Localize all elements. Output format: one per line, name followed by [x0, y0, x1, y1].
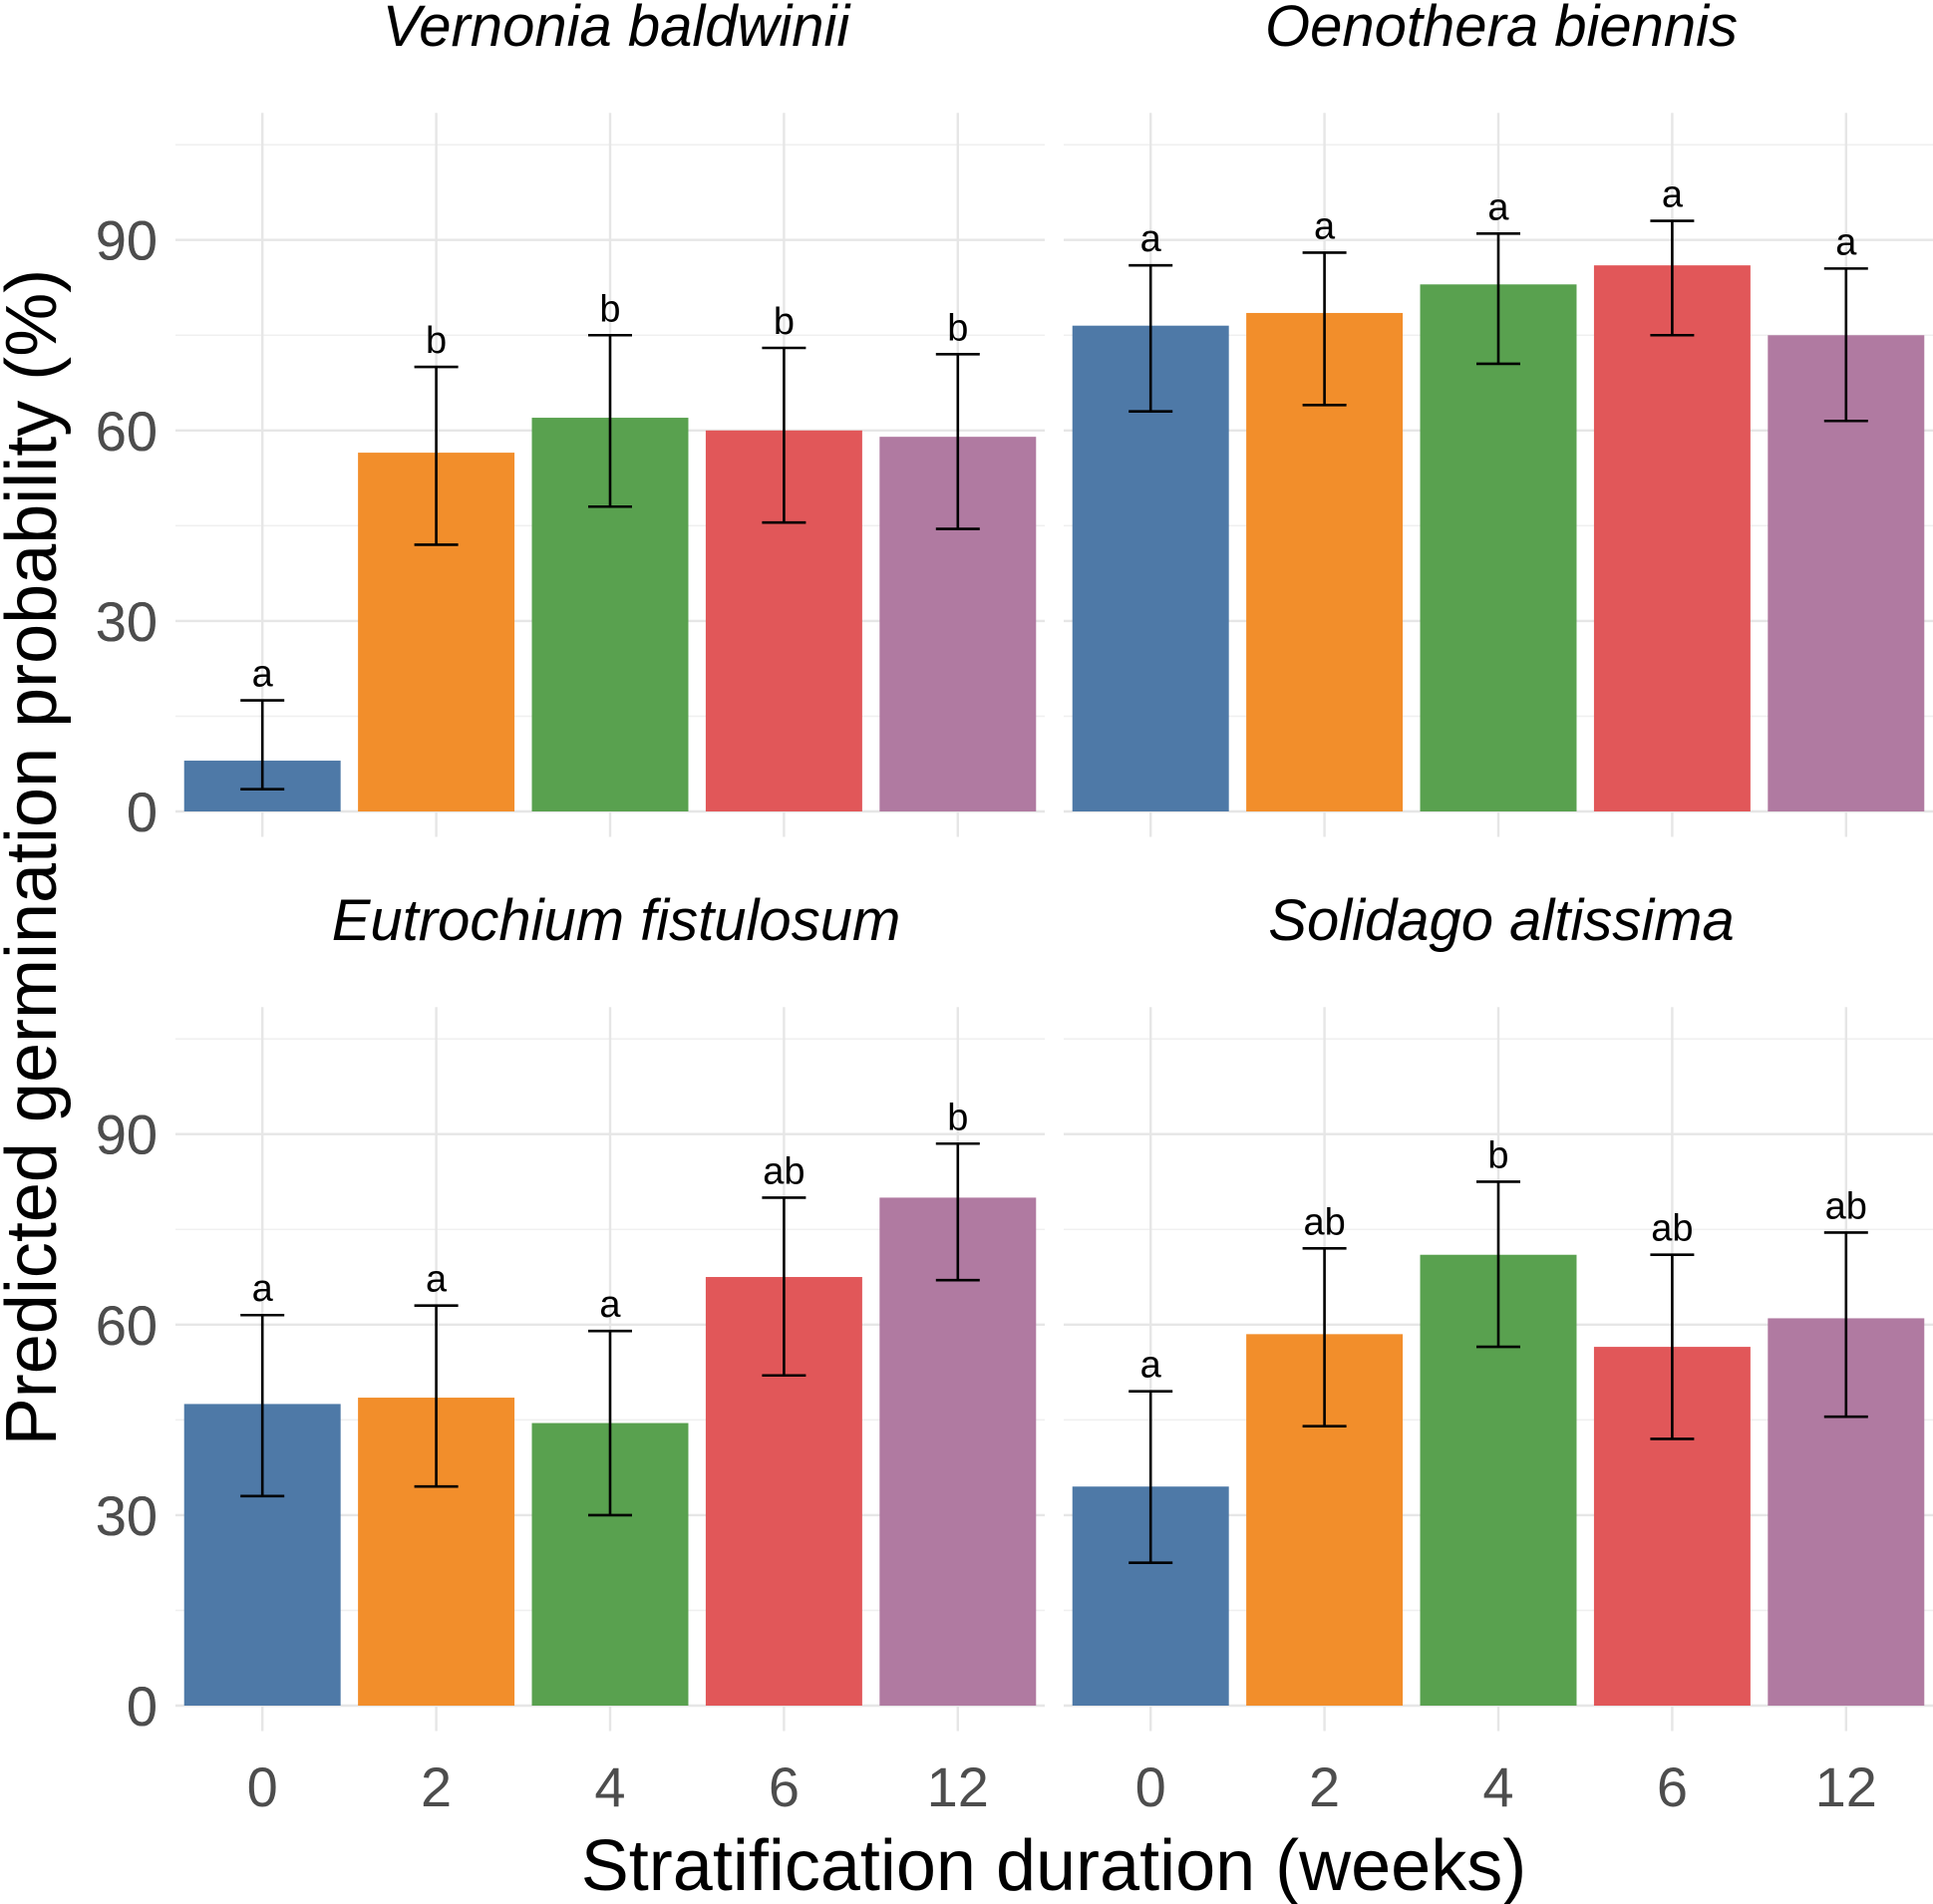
significance-letter: a	[1314, 205, 1336, 247]
x-tick-label: 4	[1482, 1755, 1513, 1818]
significance-letter: b	[1487, 1134, 1508, 1176]
significance-letter: a	[1487, 186, 1509, 228]
y-tick-label: 90	[96, 1104, 158, 1166]
significance-letter: a	[1140, 218, 1162, 260]
panel-3: Eutrochium fistulosum 0 30 60 90 a a a ab b 0 2 4 6 12	[96, 888, 1045, 1818]
significance-letter: ab	[763, 1150, 805, 1192]
panel-title: Solidago altissima	[1268, 888, 1734, 953]
significance-letter: b	[947, 307, 968, 349]
y-tick-label: 0	[127, 1675, 158, 1738]
y-tick-label: 90	[96, 1104, 158, 1166]
significance-letter: a	[599, 1284, 621, 1326]
error-bar	[414, 365, 459, 546]
error-bar	[1128, 1390, 1173, 1564]
bar	[879, 1197, 1037, 1706]
error-bar	[762, 1196, 806, 1378]
error-bar	[1476, 1180, 1520, 1349]
error-bar	[935, 353, 980, 530]
y-tick-label: 30	[96, 590, 158, 653]
significance-letter: b	[426, 320, 447, 362]
error-bar	[1302, 251, 1347, 407]
significance-letter: b	[599, 288, 620, 330]
y-tick-label: 30	[96, 1484, 158, 1547]
error-bar	[588, 1329, 632, 1517]
significance-letter: b	[774, 301, 795, 343]
significance-letter: a	[1662, 174, 1684, 216]
error-bar	[1823, 1231, 1868, 1419]
y-tick-label: 60	[96, 1294, 158, 1357]
significance-letter: a	[1140, 1345, 1162, 1387]
y-tick-label: 30	[96, 590, 158, 653]
y-tick-label: 0	[127, 781, 158, 843]
error-bar	[240, 1313, 285, 1498]
error-bar	[1476, 232, 1520, 366]
panel-1: Vernonia baldwinii 0 30 60 90 a b b b b	[96, 0, 1045, 843]
y-tick-label: 90	[96, 209, 158, 272]
error-bar	[240, 699, 285, 792]
x-tick-label: 0	[1135, 1755, 1166, 1818]
x-tick-label: 0	[247, 1755, 278, 1818]
bar	[1420, 284, 1577, 811]
error-bar	[414, 1304, 459, 1488]
x-tick-label: 12	[927, 1755, 989, 1818]
panel-2: Oenothera biennis 0 30 60 90 a a a a a	[96, 0, 1933, 843]
significance-letter: a	[1835, 221, 1857, 263]
x-axis-title: Stratification duration (weeks)	[581, 1826, 1526, 1904]
y-tick-label: 60	[96, 1294, 158, 1357]
significance-letter: ab	[1651, 1208, 1693, 1250]
panel-title: Eutrochium fistulosum	[332, 888, 901, 953]
error-bar	[1650, 1253, 1695, 1440]
panel-title: Oenothera biennis	[1265, 0, 1738, 59]
significance-letter: a	[252, 1268, 274, 1310]
x-tick-label: 4	[594, 1755, 625, 1818]
y-tick-label: 90	[96, 209, 158, 272]
y-tick-label: 60	[96, 400, 158, 463]
significance-letter: ab	[1825, 1185, 1867, 1227]
y-tick-label: 30	[96, 1484, 158, 1547]
error-bar	[1650, 219, 1695, 337]
error-bar	[1302, 1247, 1347, 1428]
error-bar	[588, 333, 632, 508]
y-tick-label: 60	[96, 400, 158, 463]
x-tick-label: 6	[1657, 1755, 1688, 1818]
error-bar	[935, 1141, 980, 1282]
x-tick-label: 2	[421, 1755, 452, 1818]
significance-letter: b	[947, 1097, 968, 1138]
y-tick-label: 0	[127, 1675, 158, 1738]
error-bar	[1128, 263, 1173, 413]
x-tick-label: 12	[1815, 1755, 1877, 1818]
error-bar	[1823, 267, 1868, 423]
x-tick-label: 6	[769, 1755, 800, 1818]
significance-letter: a	[252, 654, 274, 696]
y-axis-title: Predicted germination probability (%)	[0, 269, 72, 1446]
bar	[1593, 265, 1751, 811]
x-tick-label: 2	[1309, 1755, 1340, 1818]
panel-title: Vernonia baldwinii	[383, 0, 852, 59]
y-tick-label: 0	[127, 781, 158, 843]
significance-letter: a	[426, 1259, 448, 1301]
error-bar	[762, 346, 806, 524]
significance-letter: ab	[1303, 1201, 1345, 1243]
